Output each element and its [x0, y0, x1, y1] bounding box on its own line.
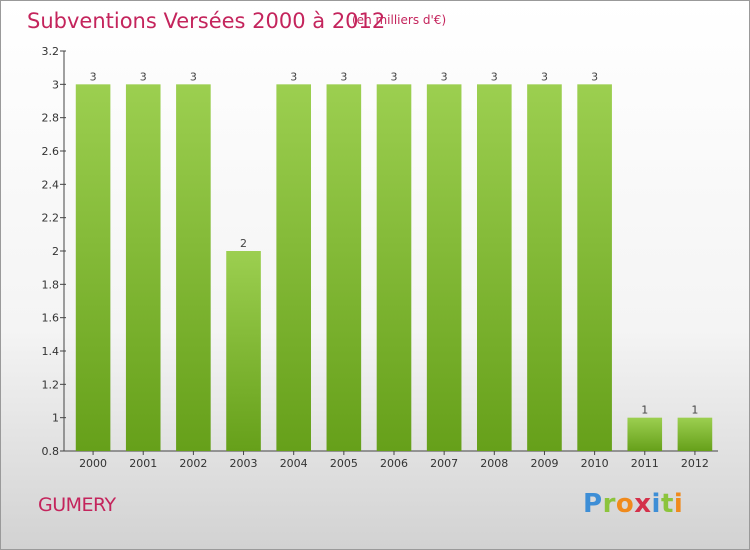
y-ticks: 0.8 1 1.2 1.4 1.6 1.8 2 2.2 2.4 2.6 2.8 3 3.2 [42, 45, 66, 458]
data-label-2001: 3 [140, 70, 147, 83]
data-label-2004: 3 [290, 70, 297, 83]
x-tick-label: 2004 [280, 457, 308, 470]
y-tick-label: 1.4 [42, 345, 60, 358]
x-tick-label: 2011 [631, 457, 659, 470]
y-tick-label: 1.8 [42, 278, 60, 291]
x-tick-label: 2005 [330, 457, 358, 470]
y-tick-label: 2.4 [42, 178, 60, 191]
bar-2000 [75, 84, 111, 451]
x-tick-label: 2000 [79, 457, 107, 470]
bar-2002 [176, 84, 211, 451]
y-tick-label: 1.6 [42, 312, 60, 325]
logo-letter: t [660, 489, 674, 519]
logo-letter: x [634, 489, 652, 519]
logo-letter: P [583, 489, 603, 519]
bar-chart: 0.811.21.41.61.822.22.42.62.833.2 3 3 323 3… [42, 45, 718, 470]
bar-2005 [326, 84, 362, 451]
x-tick-label: 2008 [480, 457, 508, 470]
bars: 3 3 3 2 3 3 3 3 3 3 3 1 1 [75, 70, 713, 451]
data-label-2003: 2 [240, 237, 247, 250]
data-label-2006: 3 [391, 70, 398, 83]
bar-2004 [276, 84, 311, 451]
chart-subtitle: (en milliers d'€) [352, 13, 447, 27]
y-tick-label: 2.6 [42, 145, 60, 158]
logo-letter: i [673, 489, 684, 519]
bar-2006 [376, 84, 412, 451]
x-tick-labels: 2000 2001 2002 2003 2004 2005 2006 2007 2008 2009… [79, 451, 709, 470]
y-tick-label: 0.8 [42, 445, 60, 458]
bar-2008 [477, 84, 512, 451]
x-tick-label: 2010 [581, 457, 609, 470]
bar-2001 [125, 84, 161, 451]
x-tick-label: 2003 [230, 457, 258, 470]
proxiti-logo: Proxiti [583, 489, 683, 519]
y-tick-label: 2.8 [42, 112, 60, 125]
bar-2009 [527, 84, 562, 451]
y-tick-label: 2 [52, 245, 59, 258]
y-tick-label: 1 [52, 412, 59, 425]
data-label-2012: 1 [691, 404, 698, 417]
bar-2011 [627, 417, 663, 451]
bar-2007 [426, 84, 462, 451]
y-tick-label: 3.2 [42, 45, 60, 58]
logo-letter: o [615, 489, 635, 519]
x-tick-label: 2009 [530, 457, 558, 470]
data-label-2008: 3 [491, 70, 498, 83]
x-tick-label: 2001 [129, 457, 157, 470]
chart-title: Subventions Versées 2000 à 2012 [27, 9, 386, 33]
x-tick-label: 2007 [430, 457, 458, 470]
y-tick-label: 1.2 [42, 378, 60, 391]
data-label-2007: 3 [441, 70, 448, 83]
y-tick-label: 2.2 [42, 212, 60, 225]
bar-2003 [226, 251, 261, 451]
x-tick-label: 2006 [380, 457, 408, 470]
x-tick-label: 2002 [179, 457, 207, 470]
bar-2010 [577, 84, 612, 451]
data-label-2005: 3 [340, 70, 347, 83]
commune-name: GUMERY [38, 494, 116, 516]
data-label-2011: 1 [641, 404, 648, 417]
x-tick-label: 2012 [681, 457, 709, 470]
bar-2012 [677, 417, 713, 451]
logo-letter: i [651, 489, 661, 519]
y-tick-label: 3 [52, 78, 59, 91]
data-label-2009: 3 [541, 70, 548, 83]
logo-letter: r [602, 489, 616, 519]
data-label-2002: 3 [190, 70, 197, 83]
data-label-2010: 3 [591, 70, 598, 83]
data-label-2000: 3 [90, 70, 97, 83]
